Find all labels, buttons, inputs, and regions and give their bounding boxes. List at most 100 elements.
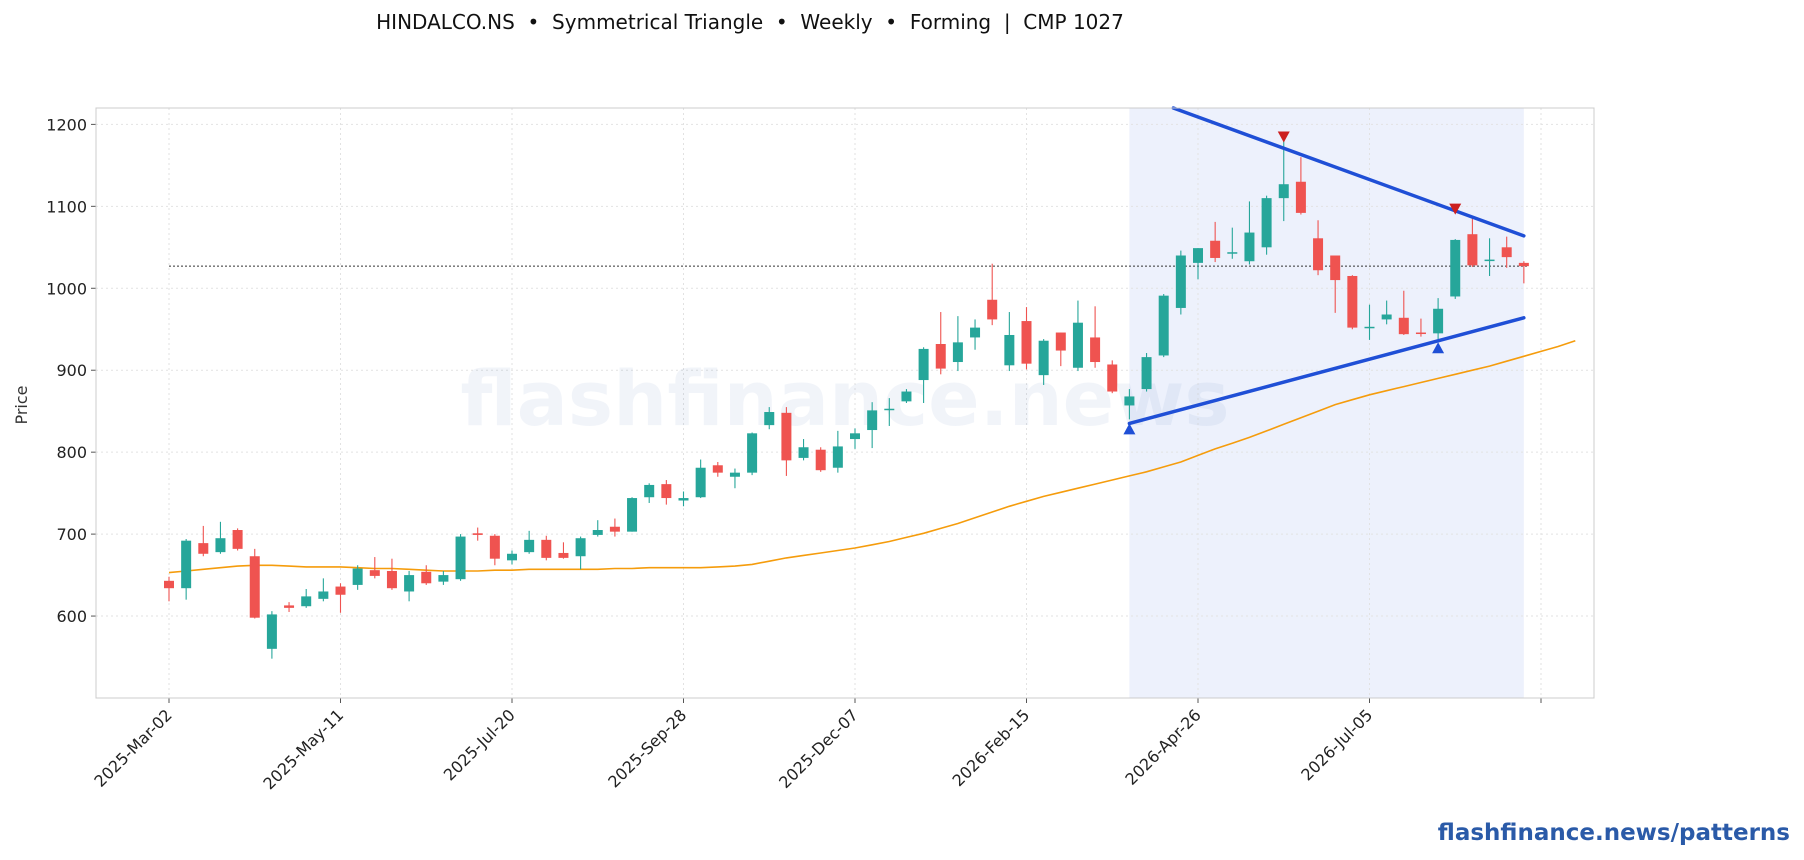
candle-body [181, 540, 192, 589]
x-tick-label: 2025-Mar-02 [90, 705, 175, 790]
candle-body [455, 536, 466, 580]
candle-body [472, 533, 483, 535]
x-tick-label: 2025-May-11 [259, 705, 347, 793]
candle-body [524, 539, 535, 553]
candle-body [301, 596, 312, 607]
trendline-upper [1171, 106, 1526, 238]
candle [472, 527, 483, 541]
candle [781, 407, 792, 476]
candle [678, 491, 689, 507]
candle-body [1244, 232, 1255, 262]
candle [1450, 239, 1461, 299]
candle [1021, 307, 1032, 370]
candle-body [952, 342, 963, 363]
plot-frame [95, 107, 1595, 699]
chart-title: HINDALCO.NS • Symmetrical Triangle • Wee… [376, 10, 1124, 34]
x-tick-label: 2026-Jul-05 [1297, 705, 1376, 784]
x-tick-label: 2025-Jul-20 [440, 705, 519, 784]
candle-body [404, 575, 415, 592]
candle [661, 480, 672, 505]
y-axis: 600 700 800 900 1000 1100 1200 [46, 115, 96, 626]
candle-body [935, 344, 946, 369]
candle-body [712, 465, 723, 473]
candle-body [609, 526, 620, 532]
candle [1004, 312, 1015, 372]
candle-body [1398, 317, 1409, 335]
x-axis: 2025-Mar-02 2025-May-11 2025-Jul-20 2025-Se… [90, 698, 1542, 793]
candle [1227, 227, 1238, 259]
candle-body [1433, 308, 1444, 334]
trendline-lower [1127, 316, 1526, 426]
candle [832, 430, 843, 473]
candle-body [438, 575, 449, 582]
candle [764, 407, 775, 430]
candle [1295, 157, 1306, 215]
candle [1193, 248, 1203, 280]
candle [575, 536, 586, 570]
footer-link[interactable]: flashfinance.news/patterns [1437, 820, 1790, 846]
candle [1467, 216, 1478, 267]
candle-body [352, 568, 363, 585]
candle-body [1090, 337, 1101, 363]
candle [318, 578, 329, 602]
candle-body [1278, 184, 1289, 199]
candle-body [558, 552, 569, 558]
candle-body [901, 391, 912, 402]
candle-body [1347, 275, 1358, 328]
candle [284, 602, 295, 612]
candle-body [884, 408, 895, 411]
candle [1261, 195, 1272, 255]
candle-body [867, 410, 878, 431]
candle [249, 548, 260, 619]
candle [1347, 275, 1358, 330]
candle [1107, 360, 1118, 394]
candle-body [1501, 247, 1512, 258]
candle [952, 316, 963, 372]
candle-body [1313, 238, 1324, 271]
moving-average-line [168, 339, 1576, 574]
candle-body [661, 484, 672, 499]
candle-body [1210, 240, 1221, 258]
candle [1038, 339, 1049, 385]
x-tick-label: 2025-Sep-28 [604, 705, 690, 791]
candle-body [284, 605, 295, 608]
candle [266, 611, 277, 659]
candle [1484, 238, 1495, 276]
candle-body [164, 580, 174, 589]
candle [592, 520, 603, 537]
candle-body [1261, 198, 1272, 248]
candle-body [1364, 326, 1375, 329]
candle [970, 319, 981, 350]
candle [867, 402, 878, 449]
candle-body [729, 472, 740, 477]
candle-body [1004, 334, 1015, 366]
candle [1433, 298, 1444, 340]
y-tick-label: 1000 [46, 279, 87, 298]
candle-body [918, 348, 929, 381]
x-tick-label: 2026-Feb-15 [949, 705, 1034, 790]
candle-body [970, 327, 981, 338]
candle [455, 534, 466, 581]
x-tick-label: 2026-Apr-26 [1121, 705, 1204, 788]
candle [558, 542, 569, 559]
candle-body [1227, 252, 1238, 254]
candle-body [781, 412, 792, 461]
candle-body [386, 570, 397, 589]
candle-body [832, 446, 843, 468]
candle [369, 557, 380, 579]
candle-body [1330, 255, 1341, 281]
candle-body [1107, 364, 1118, 392]
pivot-markers [1123, 131, 1462, 435]
candle-body [678, 498, 689, 501]
candle [695, 459, 706, 499]
candle [1278, 140, 1289, 222]
candle-body [764, 412, 775, 426]
candle-body [1021, 321, 1032, 364]
y-tick-label: 900 [56, 361, 87, 380]
candle-body [850, 433, 860, 440]
candle-body [798, 447, 809, 458]
y-tick-label: 700 [56, 525, 87, 544]
candle [850, 428, 860, 449]
candle-body [541, 539, 552, 558]
